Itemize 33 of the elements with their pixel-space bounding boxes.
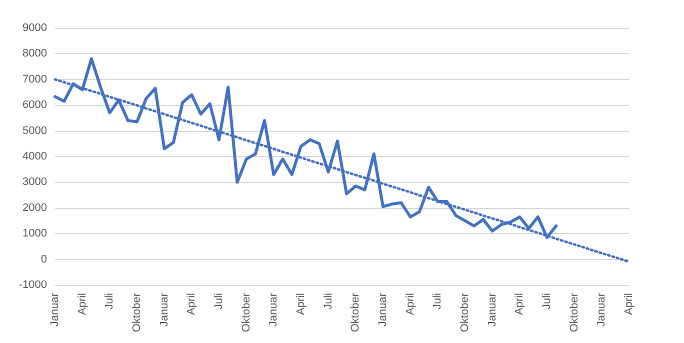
y-tick-label: 7000 xyxy=(22,73,47,86)
x-tick-label: Januar xyxy=(596,292,608,327)
x-tick-label: Juli xyxy=(541,293,553,310)
y-tick-label: 8000 xyxy=(22,48,47,60)
x-tick-label: Januar xyxy=(486,292,498,327)
y-tick-label: 4000 xyxy=(22,150,47,162)
x-tick-label: April xyxy=(623,293,635,316)
x-tick-label: Juli xyxy=(104,293,116,310)
y-tick-label: 6000 xyxy=(22,99,47,112)
x-tick-label: Oktober xyxy=(240,292,252,332)
x-tick-label: Januar xyxy=(377,292,389,327)
x-tick-label: Juli xyxy=(213,293,225,310)
x-tick-label: April xyxy=(295,293,307,316)
y-tick-label: 2000 xyxy=(22,202,47,214)
x-tick-label: Januar xyxy=(268,292,280,327)
x-tick-label: April xyxy=(186,293,198,316)
x-tick-label: Januar xyxy=(158,292,170,327)
y-tick-label: 0 xyxy=(40,253,47,266)
x-tick-label: Januar xyxy=(49,292,61,327)
y-tick-label: 5000 xyxy=(22,124,47,137)
x-tick-label: Juli xyxy=(432,293,444,310)
x-tick-label: April xyxy=(404,293,416,316)
x-tick-label: Oktober xyxy=(131,292,143,332)
x-tick-label: Juli xyxy=(322,293,334,310)
x-tick-label: April xyxy=(76,293,88,316)
y-tick-label: -1000 xyxy=(18,279,47,291)
x-tick-label: April xyxy=(514,293,526,316)
x-tick-label: Oktober xyxy=(568,292,580,332)
x-tick-label: Oktober xyxy=(350,292,362,332)
y-tick-label: 1000 xyxy=(22,228,47,240)
y-tick-label: 3000 xyxy=(22,176,47,188)
y-tick-label: 9000 xyxy=(22,22,47,34)
x-tick-label: Oktober xyxy=(459,292,471,332)
